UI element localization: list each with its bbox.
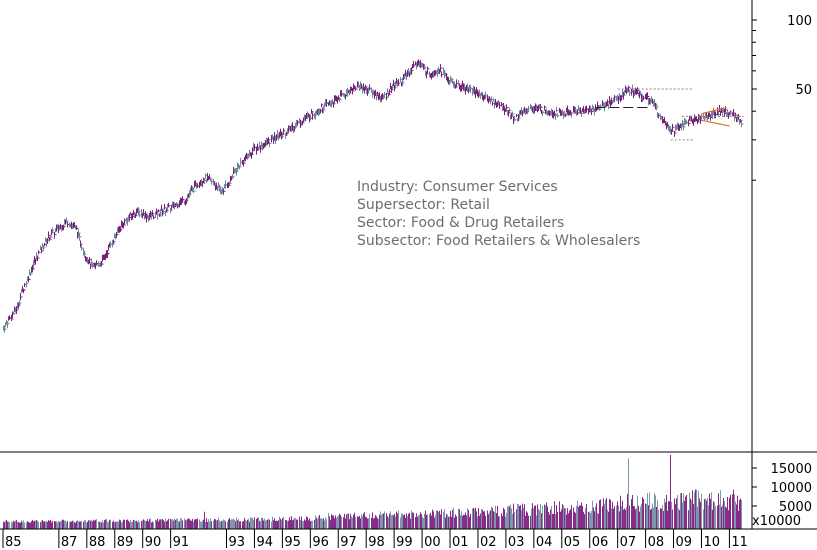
volume-tick-label: 15000 — [771, 462, 812, 477]
x-tick-label: 99 — [396, 535, 413, 550]
x-tick-label: 00 — [424, 535, 441, 550]
x-tick-label: 96 — [312, 535, 329, 550]
sector-label: Sector: Food & Drug Retailers — [357, 215, 565, 231]
supersector-label: Supersector: Retail — [357, 197, 490, 213]
x-axis-ticks: 85 87 88 89 90 91 93 94 95 96 97 98 99 00 01 02 03 04 05 06… — [2, 529, 748, 550]
volume-tick-label: 10000 — [771, 481, 812, 496]
chart-annotations — [595, 88, 744, 141]
volume-bars — [3, 455, 742, 529]
x-tick-label: 89 — [117, 535, 134, 550]
x-tick-label: 09 — [676, 535, 693, 550]
x-tick-label: 02 — [480, 535, 497, 550]
x-tick-label: 95 — [284, 535, 301, 550]
subsector-label: Subsector: Food Retailers & Wholesalers — [357, 233, 641, 249]
x-tick-label: 07 — [620, 535, 637, 550]
x-tick-label: 05 — [564, 535, 581, 550]
x-tick-label: 91 — [173, 535, 190, 550]
price-bars — [3, 59, 744, 333]
volume-tick-label: 5000 — [779, 500, 812, 515]
x-tick-label: 03 — [508, 535, 525, 550]
x-tick-label: 11 — [731, 535, 748, 550]
trendline — [701, 119, 730, 127]
x-tick-label: 98 — [368, 535, 385, 550]
price-tick-label: 100 — [787, 14, 812, 29]
trendline — [701, 106, 727, 115]
price-tick-label: 50 — [795, 83, 812, 98]
volume-multiplier-label: x10000 — [752, 514, 801, 529]
x-tick-label: 06 — [592, 535, 609, 550]
x-tick-label: 04 — [536, 535, 553, 550]
x-tick-label: 88 — [89, 535, 106, 550]
industry-label: Industry: Consumer Services — [357, 179, 558, 195]
price-axis-ticks: 100 50 — [752, 14, 812, 181]
x-tick-label: 97 — [340, 535, 357, 550]
x-tick-label: 10 — [703, 535, 720, 550]
sector-info-box: Industry: Consumer Services Supersector:… — [357, 178, 640, 250]
x-tick-label: 90 — [145, 535, 162, 550]
x-tick-label: 87 — [61, 535, 78, 550]
x-tick-label: 94 — [256, 535, 273, 550]
x-tick-label: 85 — [5, 535, 22, 550]
volume-axis-ticks: 15000 10000 5000 — [752, 462, 812, 515]
x-tick-label: 93 — [229, 535, 246, 550]
x-tick-label: 01 — [452, 535, 469, 550]
x-tick-label: 08 — [648, 535, 665, 550]
